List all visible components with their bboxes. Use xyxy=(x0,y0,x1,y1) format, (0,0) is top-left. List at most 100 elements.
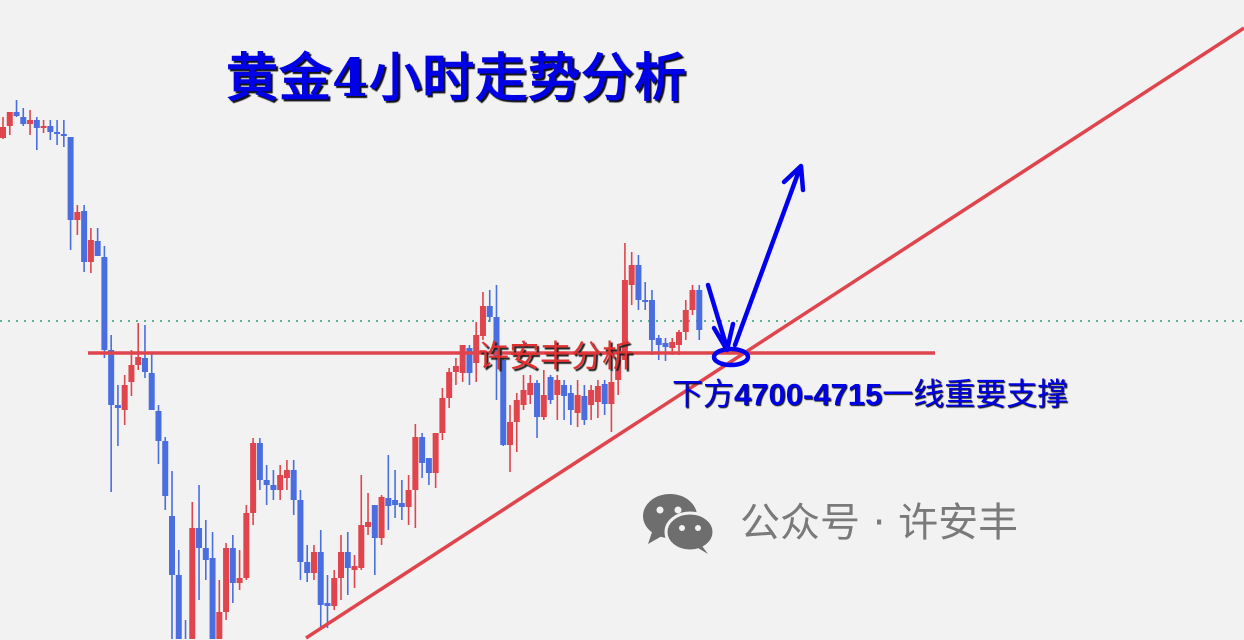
candle xyxy=(216,580,223,639)
candle xyxy=(297,490,304,580)
candle-body xyxy=(642,300,649,302)
candle-body xyxy=(202,548,209,560)
candle xyxy=(513,393,520,452)
candle xyxy=(358,475,365,570)
candle xyxy=(365,493,372,535)
candle xyxy=(601,380,608,415)
candle xyxy=(277,465,284,500)
candle-body xyxy=(162,441,169,496)
candle xyxy=(283,460,290,490)
candle xyxy=(486,290,493,322)
candle-body xyxy=(121,385,128,410)
candle-body xyxy=(229,548,236,583)
candle-body xyxy=(371,505,378,538)
candle xyxy=(256,438,263,490)
candle-body xyxy=(534,383,541,417)
candle-body xyxy=(513,400,520,422)
candle-body xyxy=(209,558,216,639)
candle-body xyxy=(114,405,121,408)
candle-body xyxy=(94,241,101,256)
candle-body xyxy=(148,373,155,410)
blue-arrows xyxy=(705,163,806,368)
candle-body xyxy=(317,552,324,605)
candle xyxy=(682,300,689,340)
candle xyxy=(507,405,513,472)
candle xyxy=(54,120,61,145)
candle-body xyxy=(290,470,297,500)
candle xyxy=(67,137,74,250)
candle-body xyxy=(358,525,365,568)
candle xyxy=(594,380,601,418)
support-range: 4700-4715 xyxy=(734,377,883,412)
candle-body xyxy=(655,338,662,345)
candle-body xyxy=(459,345,466,373)
candle xyxy=(351,555,358,588)
candle-body xyxy=(574,395,581,413)
candle xyxy=(338,535,344,600)
candle-body xyxy=(567,393,574,410)
candle-body xyxy=(277,475,284,490)
candle xyxy=(621,243,628,360)
candle-body xyxy=(392,500,399,505)
candle-body xyxy=(87,240,94,262)
candle xyxy=(405,475,412,525)
candle-body xyxy=(425,458,432,473)
candle-body xyxy=(601,384,608,404)
candle-body xyxy=(547,377,554,400)
support-circle xyxy=(711,346,751,368)
candle-body xyxy=(169,516,175,575)
candle xyxy=(60,120,67,147)
candle-body xyxy=(331,578,338,606)
candle-body xyxy=(588,390,595,405)
candle-body xyxy=(175,575,182,639)
candle xyxy=(162,437,169,510)
candle xyxy=(6,112,13,135)
candle xyxy=(270,470,277,500)
candle xyxy=(628,252,635,305)
candle xyxy=(398,480,405,520)
candle-body xyxy=(432,433,439,473)
candle xyxy=(310,545,317,580)
candle xyxy=(554,375,561,420)
candle xyxy=(290,460,297,515)
candle xyxy=(547,375,554,404)
candle-body xyxy=(101,257,108,350)
candle xyxy=(155,405,162,464)
candle-body xyxy=(452,366,459,372)
candle xyxy=(20,108,27,126)
candle xyxy=(121,375,128,425)
candle-body xyxy=(628,265,635,285)
candle xyxy=(432,433,439,488)
candle-body xyxy=(621,280,628,360)
candle-body xyxy=(324,603,331,606)
candle xyxy=(81,205,88,272)
candle xyxy=(588,385,595,420)
candle xyxy=(689,285,696,315)
candle xyxy=(74,205,81,235)
candle-body xyxy=(446,372,453,398)
candle xyxy=(236,550,243,590)
candle-body xyxy=(128,365,135,382)
candle-body xyxy=(662,343,669,347)
candle-body xyxy=(243,513,250,578)
candle-body xyxy=(141,358,148,372)
candle xyxy=(520,375,527,410)
candle xyxy=(412,424,419,528)
wechat-account-text: 公众号 · 许安丰 xyxy=(740,500,1019,546)
candle-body xyxy=(520,390,527,405)
candle xyxy=(0,117,6,139)
candle xyxy=(317,530,324,628)
candle-body xyxy=(486,306,493,317)
candle xyxy=(574,380,581,427)
candle-body xyxy=(155,411,162,441)
candle-body xyxy=(256,443,263,480)
candle xyxy=(527,375,534,404)
candle-body xyxy=(635,265,642,300)
candle xyxy=(534,380,541,438)
candle xyxy=(250,438,257,525)
candle xyxy=(135,323,142,370)
candle xyxy=(47,120,54,140)
candle xyxy=(466,345,473,385)
candle xyxy=(40,120,47,133)
